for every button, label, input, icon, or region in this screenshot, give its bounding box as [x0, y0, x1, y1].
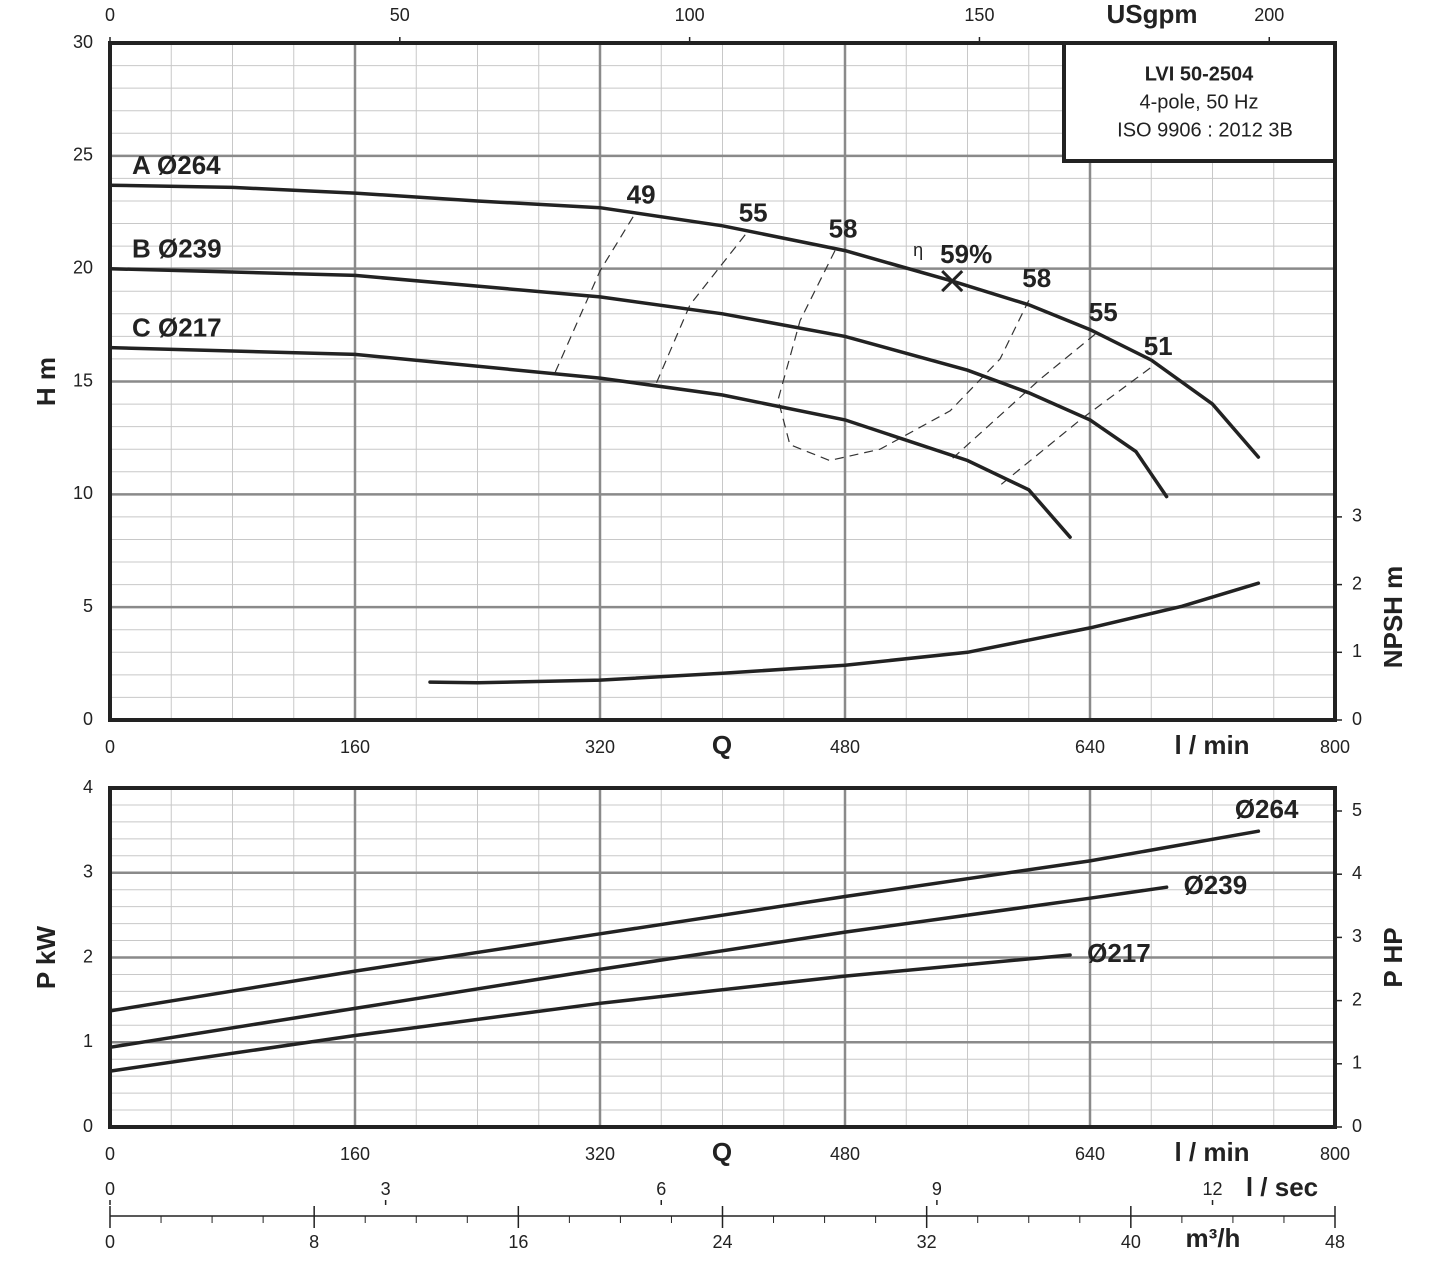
x2-tick-label: 200	[1254, 5, 1284, 25]
info-speed: 4-pole, 50 Hz	[1140, 91, 1259, 113]
extra-axis-tick-label: 12	[1203, 1179, 1223, 1199]
curve-label: Ø217	[1087, 938, 1151, 968]
x-axis-title: Q	[712, 730, 732, 760]
x2-tick-label: 100	[675, 5, 705, 25]
curve	[428, 581, 1261, 685]
y2-tick-label: 0	[1352, 1116, 1362, 1136]
curve	[108, 829, 1261, 1013]
curve	[108, 266, 1169, 499]
extra-axis-title: l / sec	[1246, 1172, 1318, 1202]
extra-axis-tick-label: 9	[932, 1179, 942, 1199]
curve	[108, 183, 1261, 459]
efficiency-contour	[949, 333, 1096, 461]
y2-axis-title: NPSH m	[1378, 566, 1408, 669]
extra-axis-tick-label: 0	[105, 1232, 115, 1252]
y-axis-title: H m	[31, 357, 61, 406]
x2-axis-title: USgpm	[1107, 0, 1198, 29]
efficiency-symbol: η	[913, 240, 923, 260]
curve-label: C Ø217	[132, 313, 222, 343]
y2-tick-label: 2	[1352, 989, 1362, 1009]
curve-label: Ø264	[1235, 794, 1299, 824]
x-tick-label: 480	[830, 1144, 860, 1164]
x2-tick-label: 0	[105, 5, 115, 25]
efficiency-label: 49	[627, 180, 656, 210]
extra-axis-tick-label: 48	[1325, 1232, 1345, 1252]
plot-frame	[108, 786, 1337, 1129]
y2-tick-label: 2	[1352, 573, 1362, 593]
y-tick-label: 2	[83, 946, 93, 966]
y-axis-title: P kW	[31, 925, 61, 989]
y-tick-label: 5	[83, 596, 93, 616]
info-standard: ISO 9906 : 2012 3B	[1117, 119, 1293, 141]
x-tick-label: 160	[340, 1144, 370, 1164]
efficiency-label: 51	[1144, 331, 1173, 361]
efficiency-contour	[777, 250, 1030, 462]
bep-marker	[941, 270, 964, 293]
y-tick-label: 30	[73, 32, 93, 52]
y2-tick-label: 0	[1352, 709, 1362, 729]
x2-tick-label: 150	[964, 5, 994, 25]
efficiency-label: 58	[1022, 263, 1051, 293]
y-tick-label: 10	[73, 483, 93, 503]
y2-tick-label: 4	[1352, 863, 1362, 883]
x-tick-label: 480	[830, 737, 860, 757]
curve-label: A Ø264	[132, 150, 221, 180]
y2-tick-label: 1	[1352, 641, 1362, 661]
efficiency-label: 55	[1089, 297, 1118, 327]
extra-axis-tick-label: 8	[309, 1232, 319, 1252]
efficiency-label: 55	[739, 198, 768, 228]
x-tick-label: 640	[1075, 1144, 1105, 1164]
x-axis-title: Q	[712, 1137, 732, 1167]
curve	[108, 885, 1169, 1050]
curve-label: Ø239	[1184, 870, 1248, 900]
curve	[108, 345, 1072, 539]
y-tick-label: 1	[83, 1031, 93, 1051]
extra-axis-tick-label: 0	[105, 1179, 115, 1199]
plot-frame	[108, 41, 1337, 722]
curve-label: B Ø239	[132, 234, 222, 264]
y-tick-label: 0	[83, 709, 93, 729]
x-tick-label: 800	[1320, 1144, 1350, 1164]
info-model: LVI 50-2504	[1145, 63, 1254, 85]
extra-axis-tick-label: 3	[381, 1179, 391, 1199]
x-tick-label: 160	[340, 737, 370, 757]
y-tick-label: 25	[73, 145, 93, 165]
x-tick-label: 640	[1075, 737, 1105, 757]
extra-axis-title: m³/h	[1186, 1223, 1241, 1253]
y2-tick-label: 3	[1352, 926, 1362, 946]
x-tick-label: 0	[105, 1144, 115, 1164]
extra-axis-tick-label: 32	[917, 1232, 937, 1252]
y-tick-label: 4	[83, 777, 93, 797]
y-tick-label: 3	[83, 862, 93, 882]
x-axis-unit: l / min	[1174, 1137, 1249, 1167]
x-tick-label: 0	[105, 737, 115, 757]
y-tick-label: 15	[73, 370, 93, 390]
curve	[108, 953, 1072, 1073]
x-axis-unit: l / min	[1174, 730, 1249, 760]
y-tick-label: 20	[73, 257, 93, 277]
y2-tick-label: 3	[1352, 506, 1362, 526]
x-tick-label: 800	[1320, 737, 1350, 757]
efficiency-label: 58	[829, 213, 858, 243]
y2-tick-label: 5	[1352, 800, 1362, 820]
y-tick-label: 0	[83, 1116, 93, 1136]
bep-label: 59%	[940, 239, 992, 269]
extra-axis-tick-label: 24	[712, 1232, 732, 1252]
x-tick-label: 320	[585, 737, 615, 757]
x-tick-label: 320	[585, 1144, 615, 1164]
efficiency-contour	[554, 216, 634, 373]
y2-tick-label: 1	[1352, 1053, 1362, 1073]
extra-axis-tick-label: 16	[508, 1232, 528, 1252]
efficiency-contour	[999, 367, 1151, 486]
extra-axis-tick-label: 6	[656, 1179, 666, 1199]
x2-tick-label: 50	[390, 5, 410, 25]
extra-axis-tick-label: 40	[1121, 1232, 1141, 1252]
y2-axis-title: P HP	[1378, 927, 1408, 987]
